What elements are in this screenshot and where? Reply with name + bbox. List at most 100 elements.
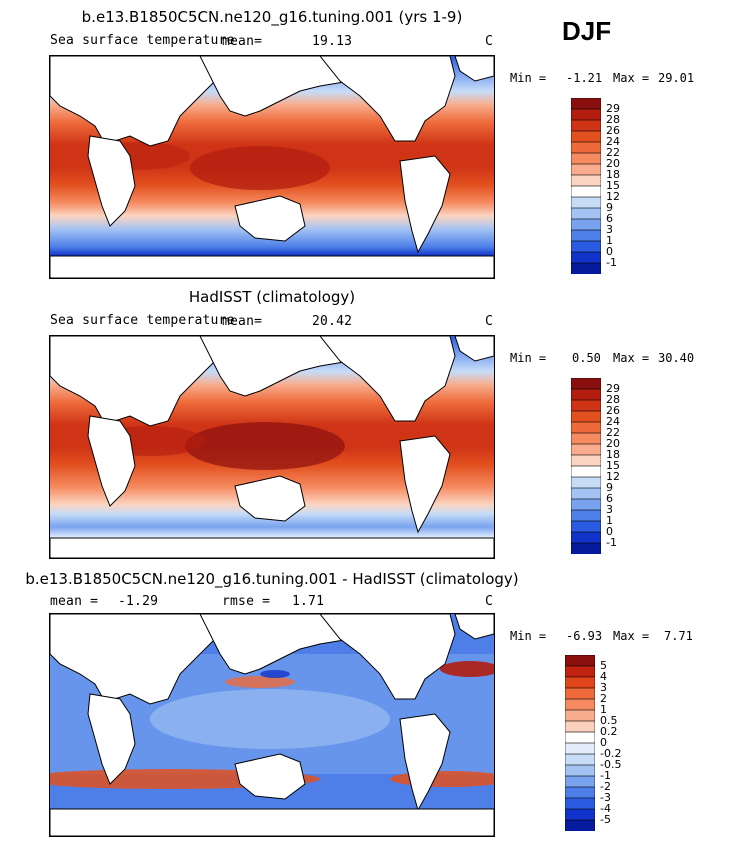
colorbar-tick-label: 0 <box>606 525 613 538</box>
colorbar-swatch <box>564 654 596 667</box>
panel3-units: C <box>485 594 494 609</box>
colorbar-swatch <box>570 152 602 165</box>
colorbar-tick-label: 9 <box>606 201 613 214</box>
colorbar-swatch <box>570 97 602 110</box>
colorbar-swatch <box>564 819 596 832</box>
colorbar-tick-label: 0 <box>600 736 607 749</box>
colorbar-swatch <box>570 141 602 154</box>
colorbar-swatch <box>564 764 596 777</box>
colorbar-swatch <box>564 687 596 700</box>
colorbar-swatch <box>570 251 602 264</box>
panel3-antarctica <box>50 808 494 836</box>
colorbar-swatch <box>564 665 596 678</box>
colorbar-swatch <box>570 454 602 467</box>
panel3-gulf-stream-bias <box>440 661 494 677</box>
colorbar-swatch <box>570 487 602 500</box>
panel3-colorbar-labels: 5 4 3 2 1 0.5 0.2 0 -0.2 -0.5 -1 -2 -3 -4 -5 <box>600 655 640 831</box>
panel3-land <box>50 614 494 836</box>
colorbar-swatch <box>564 775 596 788</box>
panel1-min-value: -1.21 <box>566 71 603 85</box>
colorbar-swatch <box>570 196 602 209</box>
panel2-min-label: Min = <box>510 351 547 365</box>
panel1-map-svg <box>50 56 494 278</box>
colorbar-tick-label: 3 <box>606 503 613 516</box>
panel3-north-america <box>319 614 456 700</box>
colorbar-swatch <box>570 240 602 253</box>
colorbar-tick-label: 1 <box>600 703 607 716</box>
colorbar-tick-label: 9 <box>606 481 613 494</box>
panel2-title: HadISST (climatology) <box>188 288 356 306</box>
colorbar-swatch <box>564 797 596 810</box>
panel1-max-value: 29.01 <box>658 71 695 85</box>
colorbar-tick-label: 15 <box>606 179 620 192</box>
colorbar-tick-label: -0.5 <box>600 758 622 771</box>
panel1-land <box>50 56 494 278</box>
colorbar-tick-label: 1 <box>606 234 613 247</box>
colorbar-tick-label: 3 <box>606 223 613 236</box>
season-label: DJF <box>562 16 612 46</box>
panel3-cold-bias <box>260 670 290 678</box>
panel1-map <box>49 55 495 279</box>
panel2-max-label: Max = <box>613 351 650 365</box>
colorbar-tick-label: 24 <box>606 415 620 428</box>
panel3-colorbar-svg <box>564 654 596 832</box>
panel1-south-america <box>399 155 451 254</box>
colorbar-swatch <box>570 421 602 434</box>
colorbar-tick-label: 3 <box>600 681 607 694</box>
colorbar-swatch <box>570 377 602 390</box>
colorbar-tick-label: 15 <box>606 459 620 472</box>
colorbar-tick-label: 0 <box>606 245 613 258</box>
colorbar-swatch <box>570 531 602 544</box>
colorbar-tick-label: 29 <box>606 102 620 115</box>
colorbar-swatch <box>570 163 602 176</box>
panel1-units: C <box>485 34 494 49</box>
colorbar-tick-label: 6 <box>606 212 613 225</box>
panel1-mean-value: 19.13 <box>312 34 353 49</box>
panel3-rmse-label: rmse = <box>222 594 271 609</box>
colorbar-swatch <box>570 509 602 522</box>
panel1-antarctica <box>50 255 494 278</box>
panel2-units: C <box>485 314 494 329</box>
colorbar-tick-label: -4 <box>600 802 611 815</box>
colorbar-swatch <box>570 388 602 401</box>
panel3-title: b.e13.B1850C5CN.ne120_g16.tuning.001 - H… <box>25 570 519 588</box>
panel3-map-svg <box>50 614 494 836</box>
panel3-map <box>49 613 495 837</box>
panel2-australia <box>234 475 306 522</box>
panel1-colorbar <box>570 97 602 275</box>
panel2-north-america <box>319 336 456 422</box>
panel2-map <box>49 335 495 559</box>
panel1-colorbar-labels: 29 28 26 24 22 20 18 15 12 9 6 3 1 0 -1 <box>606 98 646 274</box>
panel2-max-value: 30.40 <box>658 351 695 365</box>
panel1-colorbar-svg <box>570 97 602 275</box>
colorbar-swatch <box>564 709 596 722</box>
panel1-africa <box>87 135 136 227</box>
panel2-land <box>50 336 494 558</box>
colorbar-tick-label: 5 <box>600 659 607 672</box>
panel1-australia <box>234 195 306 242</box>
panel2-min-value: 0.50 <box>572 351 601 365</box>
colorbar-swatch <box>564 720 596 733</box>
panel3-africa <box>87 693 136 785</box>
panel3-min-value: -6.93 <box>566 629 603 643</box>
colorbar-tick-label: 22 <box>606 146 620 159</box>
panel2-variable-label: Sea surface temperature <box>50 313 235 328</box>
panel3-kuroshio-bias <box>225 676 295 688</box>
panel2-mean-label: mean= <box>222 314 263 329</box>
colorbar-tick-label: -2 <box>600 780 611 793</box>
panel3-pacific-bias <box>150 689 390 749</box>
colorbar-tick-label: 22 <box>606 426 620 439</box>
panel2-antarctica <box>50 537 494 558</box>
colorbar-tick-label: 4 <box>600 670 607 683</box>
panel2-map-svg <box>50 336 494 558</box>
colorbar-tick-label: -0.2 <box>600 747 622 760</box>
colorbar-tick-label: 28 <box>606 393 620 406</box>
colorbar-swatch <box>570 229 602 242</box>
colorbar-swatch <box>570 410 602 423</box>
colorbar-tick-label: 6 <box>606 492 613 505</box>
panel3-mean-label: mean = <box>50 594 99 609</box>
colorbar-swatch <box>564 731 596 744</box>
colorbar-swatch <box>570 498 602 511</box>
panel1-min-label: Min = <box>510 71 547 85</box>
colorbar-tick-label: -5 <box>600 813 611 826</box>
